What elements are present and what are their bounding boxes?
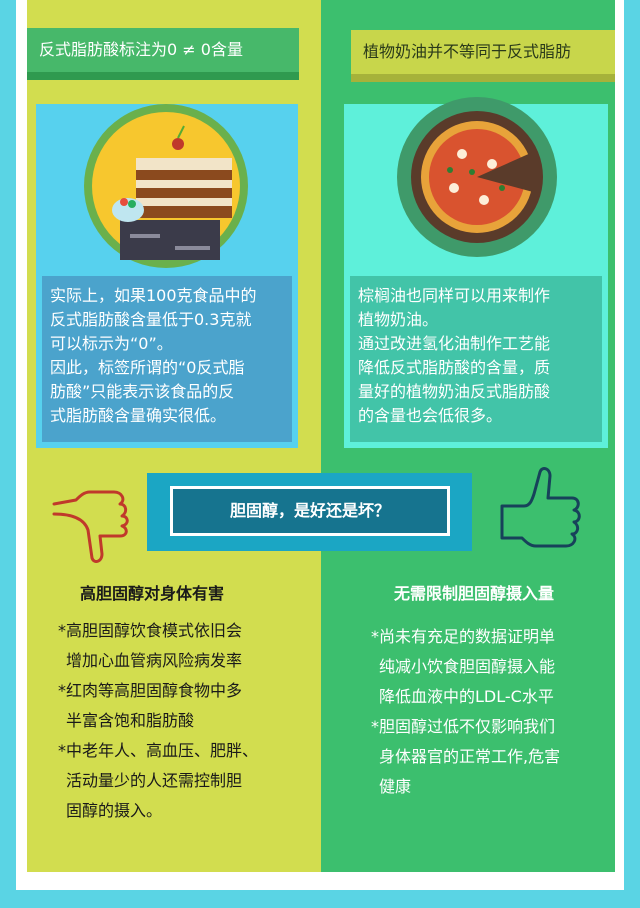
bullet-line: *中老年人、高血压、肥胖、	[58, 741, 259, 760]
bullet-line: 增加心血管病风险病发率	[66, 651, 243, 670]
right-card-text: 棕榈油也同样可以用来制作 植物奶油。 通过改进氢化油制作工艺能 降低反式脂肪酸的…	[350, 276, 602, 442]
right-card-line: 降低反式脂肪酸的含量，质	[358, 358, 551, 377]
right-card-line: 通过改进氢化油制作工艺能	[358, 334, 551, 353]
bullet-line: *红肉等高胆固醇食物中多	[58, 681, 243, 700]
bullet-line: 活动量少的人还需控制胆	[66, 771, 243, 790]
left-card-line: 肪酸”只能表示该食品的反	[50, 382, 235, 401]
left-card-text: 实际上，如果100克食品中的 反式脂肪酸含量低于0.3克就 可以标示为“0”。 …	[42, 276, 292, 442]
bullet-line: *尚未有充足的数据证明单	[371, 627, 556, 646]
left-card-line: 反式脂肪酸含量低于0.3克就	[50, 310, 252, 329]
right-subtitle: 无需限制胆固醇摄入量	[394, 584, 555, 603]
right-bullet-list: *尚未有充足的数据证明单 纯减小饮食胆固醇摄入能 降低血液中的LDL-C水平 *…	[371, 622, 560, 802]
left-card-line: 因此，标签所谓的“0反式脂	[50, 358, 245, 377]
right-card-line: 植物奶油。	[358, 310, 439, 329]
pizza-icon	[392, 92, 562, 262]
bullet-line: 降低血液中的LDL-C水平	[379, 687, 554, 706]
left-bullet-list: *高胆固醇饮食模式依旧会 增加心血管病风险病发率 *红肉等高胆固醇食物中多 半富…	[58, 616, 258, 826]
left-card-line: 实际上，如果100克食品中的	[50, 286, 257, 305]
right-card-line: 棕榈油也同样可以用来制作	[358, 286, 551, 305]
bullet-line: 纯减小饮食胆固醇摄入能	[379, 657, 556, 676]
bullet-line: 半富含饱和脂肪酸	[66, 711, 195, 730]
left-card-line: 式脂肪酸含量确实很低。	[50, 406, 227, 425]
banner-title: 胆固醇，是好还是坏？	[170, 486, 450, 536]
right-header: 植物奶油并不等同于反式脂肪	[351, 30, 615, 82]
right-card-line: 量好的植物奶油反式脂肪酸	[358, 382, 551, 401]
thumbs-down-icon	[50, 480, 132, 564]
left-subtitle: 高胆固醇对身体有害	[80, 584, 225, 603]
left-header: 反式脂肪酸标注为0 ≠ 0含量	[27, 28, 299, 80]
cake-icon	[80, 100, 252, 272]
bullet-line: *胆固醇过低不仅影响我们	[371, 717, 556, 736]
bullet-line: 身体器官的正常工作,危害	[379, 747, 561, 766]
thumbs-up-icon	[496, 466, 586, 554]
bullet-line: 健康	[379, 777, 412, 796]
bullet-line: 固醇的摄入。	[66, 801, 163, 820]
right-card-line: 的含量也会低很多。	[358, 406, 503, 425]
left-card-line: 可以标示为“0”。	[50, 334, 173, 353]
bullet-line: *高胆固醇饮食模式依旧会	[58, 621, 243, 640]
